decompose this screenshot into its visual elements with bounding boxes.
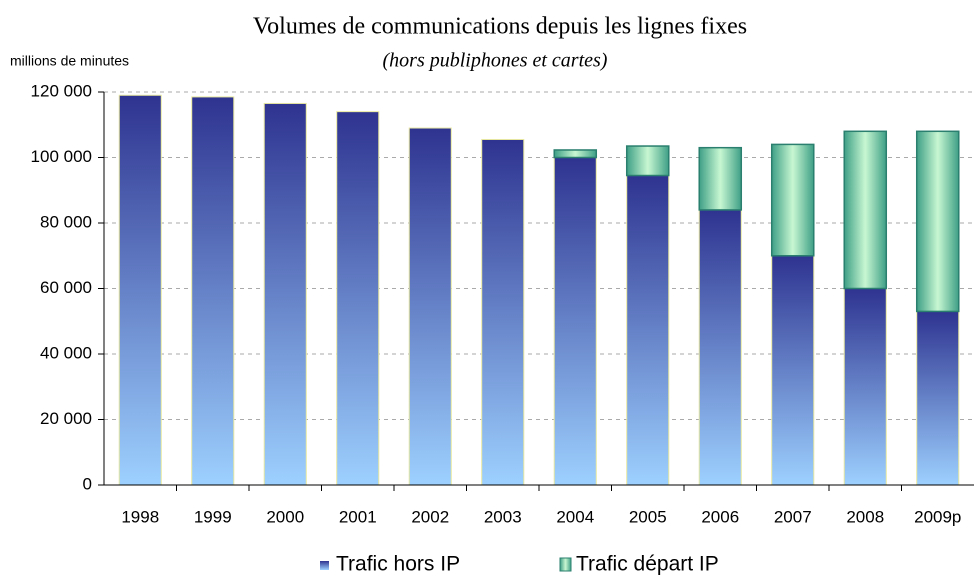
bar-segment — [118, 94, 162, 486]
bar-segment — [698, 209, 742, 486]
bar-segment — [553, 149, 598, 159]
x-tick-label: 1998 — [121, 507, 159, 526]
x-tick-label: 2006 — [701, 507, 739, 526]
x-tick-label: 2002 — [411, 507, 449, 526]
x-tick-label: 2000 — [266, 507, 304, 526]
chart-subtitle: (hors publiphones et cartes) — [383, 50, 608, 72]
legend-swatch — [559, 557, 572, 572]
y-tick-label: 20 000 — [40, 409, 92, 428]
x-tick-label: 2008 — [846, 507, 884, 526]
chart-title: Volumes de communications depuis les lig… — [253, 14, 747, 40]
bar-segment — [626, 175, 670, 486]
y-tick-label: 60 000 — [40, 278, 92, 297]
y-tick-label: 0 — [83, 474, 92, 493]
legend-swatch — [320, 561, 329, 570]
bar-segment — [698, 146, 743, 211]
legend-label: Trafic hors IP — [336, 553, 460, 576]
y-tick-label: 100 000 — [31, 147, 92, 166]
x-tick-label: 1999 — [194, 507, 232, 526]
x-tick-label: 2003 — [484, 507, 522, 526]
legend-label: Trafic départ IP — [576, 553, 719, 576]
bar-segment — [771, 255, 815, 486]
y-axis-label: millions de minutes — [10, 53, 129, 69]
bar-segment — [915, 130, 960, 313]
x-tick-label: 2007 — [774, 507, 812, 526]
bar-segment — [843, 130, 888, 290]
y-tick-label: 120 000 — [31, 81, 92, 100]
bar-segment — [263, 102, 307, 486]
bar-segment — [843, 288, 887, 486]
x-tick-label: 2001 — [339, 507, 377, 526]
bar-segment — [408, 127, 452, 486]
bar-segment — [336, 111, 380, 486]
bar-segment — [625, 145, 670, 177]
bar-segment — [191, 96, 235, 486]
y-tick-label: 80 000 — [40, 212, 92, 231]
y-tick-label: 40 000 — [40, 343, 92, 362]
bar-segment — [916, 310, 960, 486]
bar-segment — [553, 157, 597, 486]
x-tick-label: 2009p — [914, 507, 961, 526]
bar-segment — [770, 143, 815, 257]
x-tick-label: 2005 — [629, 507, 667, 526]
x-tick-label: 2004 — [556, 507, 594, 526]
bar-segment — [481, 138, 525, 486]
